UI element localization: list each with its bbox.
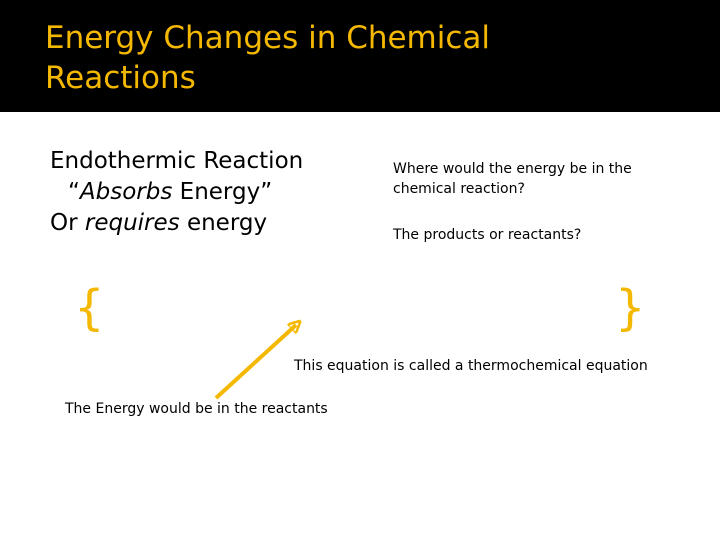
or-word: Or [50, 210, 85, 236]
question-where-energy: Where would the energy be in the chemica… [393, 161, 632, 197]
requires-energy-line: Or requires energy [50, 208, 370, 239]
endothermic-text-block: Endothermic Reaction “Absorbs Energy” Or… [50, 146, 370, 239]
absorbs-word: Absorbs [79, 179, 173, 205]
quote-open: “ [68, 179, 80, 205]
thermochemical-equation-caption: This equation is called a thermochemical… [294, 358, 648, 374]
requires-word: requires [84, 210, 180, 236]
absorbs-energy-line: “Absorbs Energy” [50, 177, 370, 208]
right-brace: } [615, 280, 646, 336]
energy-word: Energy” [172, 179, 273, 205]
slide-title: Energy Changes in Chemical Reactions [45, 20, 491, 96]
energy-in-reactants-note: The Energy would be in the reactants [65, 401, 328, 417]
endothermic-heading: Endothermic Reaction [50, 148, 304, 174]
title-bar: Energy Changes in Chemical Reactions [0, 0, 720, 112]
question-products-reactants: The products or reactants? [393, 227, 582, 243]
pointer-arrow [214, 325, 296, 400]
question-block: Where would the energy be in the chemica… [393, 159, 693, 245]
energy-tail: energy [179, 210, 268, 236]
left-brace: { [74, 280, 105, 336]
